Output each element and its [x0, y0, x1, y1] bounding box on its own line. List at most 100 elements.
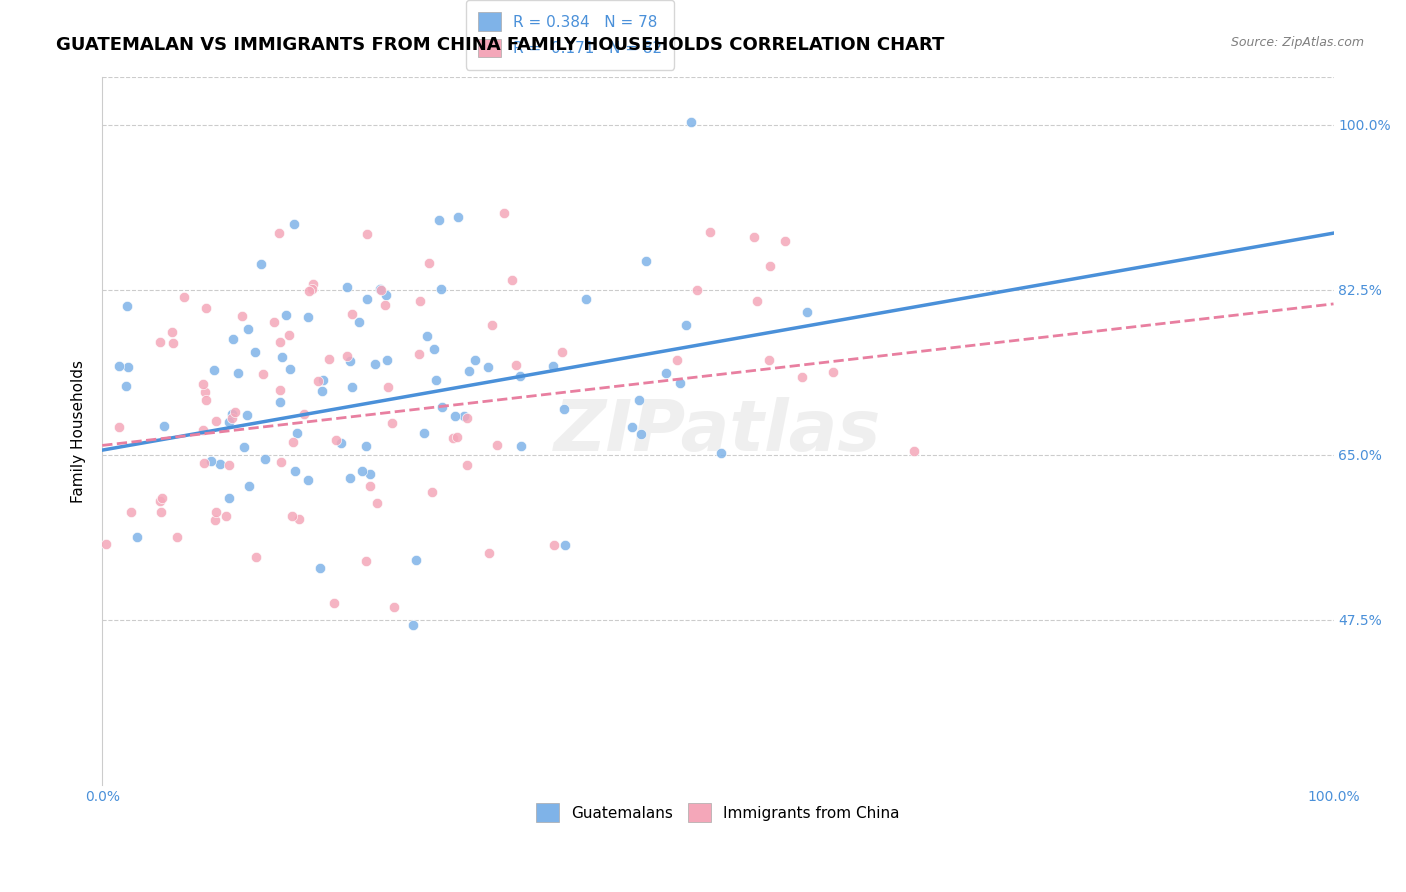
Point: [374, 288, 396, 302]
Point: [200, 453, 222, 467]
Point: [339, 471, 361, 485]
Point: [620, 420, 643, 434]
Point: [205, 505, 228, 519]
Point: [418, 256, 440, 270]
Point: [339, 354, 361, 368]
Point: [481, 318, 503, 332]
Point: [686, 283, 709, 297]
Point: [336, 349, 359, 363]
Point: [453, 409, 475, 423]
Point: [416, 329, 439, 343]
Point: [381, 416, 404, 430]
Point: [551, 345, 574, 359]
Point: [456, 410, 478, 425]
Point: [441, 431, 464, 445]
Point: [456, 458, 478, 473]
Point: [195, 301, 218, 315]
Point: [231, 309, 253, 323]
Point: [409, 294, 432, 309]
Point: [427, 213, 450, 227]
Point: [107, 359, 129, 373]
Text: Source: ZipAtlas.com: Source: ZipAtlas.com: [1230, 36, 1364, 49]
Point: [288, 512, 311, 526]
Point: [204, 513, 226, 527]
Point: [505, 358, 527, 372]
Point: [301, 282, 323, 296]
Point: [773, 234, 796, 248]
Point: [302, 277, 325, 291]
Point: [543, 538, 565, 552]
Point: [356, 439, 378, 453]
Point: [375, 353, 398, 368]
Point: [194, 392, 217, 407]
Point: [191, 377, 214, 392]
Point: [340, 307, 363, 321]
Point: [117, 360, 139, 375]
Point: [218, 491, 240, 505]
Point: [298, 284, 321, 298]
Point: [821, 365, 844, 379]
Point: [283, 217, 305, 231]
Point: [238, 479, 260, 493]
Point: [108, 420, 131, 434]
Point: [311, 384, 333, 399]
Point: [221, 407, 243, 421]
Point: [269, 226, 291, 240]
Point: [149, 335, 172, 350]
Point: [205, 414, 228, 428]
Point: [214, 509, 236, 524]
Point: [666, 352, 689, 367]
Point: [153, 419, 176, 434]
Point: [221, 411, 243, 425]
Point: [758, 352, 780, 367]
Point: [655, 366, 678, 380]
Point: [263, 315, 285, 329]
Point: [278, 328, 301, 343]
Point: [209, 457, 232, 471]
Point: [292, 407, 315, 421]
Point: [193, 456, 215, 470]
Point: [340, 380, 363, 394]
Point: [236, 322, 259, 336]
Point: [274, 308, 297, 322]
Point: [374, 298, 396, 312]
Point: [235, 408, 257, 422]
Point: [628, 392, 651, 407]
Point: [554, 538, 576, 552]
Point: [356, 227, 378, 242]
Y-axis label: Family Households: Family Households: [72, 359, 86, 503]
Point: [630, 426, 652, 441]
Point: [370, 283, 392, 297]
Point: [443, 409, 465, 423]
Point: [115, 379, 138, 393]
Point: [307, 375, 329, 389]
Point: [669, 376, 692, 390]
Point: [222, 332, 245, 346]
Point: [405, 553, 427, 567]
Point: [425, 373, 447, 387]
Point: [485, 438, 508, 452]
Point: [253, 451, 276, 466]
Point: [120, 505, 142, 519]
Point: [432, 400, 454, 414]
Point: [509, 368, 531, 383]
Point: [243, 345, 266, 359]
Point: [173, 290, 195, 304]
Point: [349, 315, 371, 329]
Point: [742, 230, 765, 244]
Point: [377, 380, 399, 394]
Text: GUATEMALAN VS IMMIGRANTS FROM CHINA FAMILY HOUSEHOLDS CORRELATION CHART: GUATEMALAN VS IMMIGRANTS FROM CHINA FAMI…: [56, 36, 945, 54]
Point: [232, 440, 254, 454]
Point: [447, 211, 470, 225]
Point: [285, 425, 308, 440]
Point: [430, 282, 453, 296]
Point: [446, 430, 468, 444]
Point: [269, 395, 291, 409]
Point: [359, 467, 381, 481]
Point: [553, 402, 575, 417]
Point: [250, 257, 273, 271]
Point: [575, 292, 598, 306]
Point: [115, 299, 138, 313]
Point: [423, 342, 446, 356]
Point: [312, 373, 335, 387]
